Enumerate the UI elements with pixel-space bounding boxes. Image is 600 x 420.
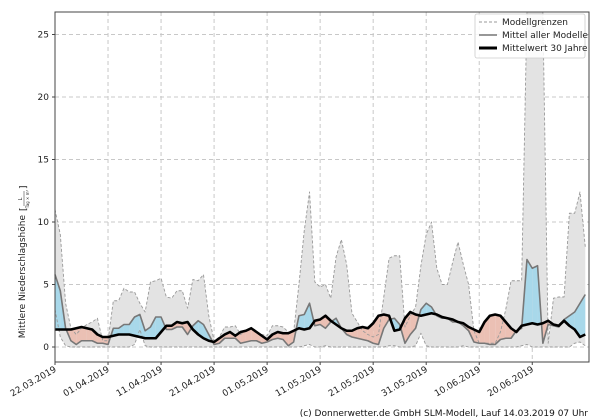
y-axis-bracket-open: [: [19, 207, 29, 211]
y-tick-label: 15: [38, 156, 49, 166]
x-tick-label: 11.05.2019: [274, 365, 324, 400]
lower-bound-line: [54, 309, 586, 348]
footer-credit: (c) Donnerwetter.de GmbH SLM-Modell, Lau…: [300, 409, 589, 419]
y-axis-unit-denominator: Tag × m²: [25, 190, 30, 210]
below-normal-fill: [76, 327, 82, 345]
legend-label-bounds: Modellgrenzen: [502, 18, 568, 28]
climate-mean-line: [55, 310, 586, 344]
below-normal-fill: [235, 332, 241, 344]
above-normal-fill: [526, 259, 533, 325]
below-normal-fill: [256, 332, 262, 344]
below-normal-fill: [479, 322, 485, 344]
below-normal-fill: [346, 330, 352, 337]
below-normal-fill: [362, 327, 368, 341]
y-tick-label: 20: [38, 93, 50, 103]
above-normal-fill: [394, 318, 400, 331]
below-normal-fill: [489, 314, 496, 345]
above-normal-fill: [298, 314, 305, 330]
y-axis-label-text: Mittlere Niederschlagshöhe: [18, 215, 28, 339]
legend: Modellgrenzen Mittel aller Modelle Mitte…: [474, 13, 588, 59]
above-normal-fill: [150, 317, 156, 339]
y-axis-unit-numerator: L: [18, 197, 24, 200]
y-tick-label: 10: [38, 218, 50, 228]
y-tick-label: 25: [38, 31, 49, 41]
below-normal-fill: [86, 328, 93, 341]
legend-label-models-mean: Mittel aller Modelle: [502, 31, 588, 41]
y-tick-label: 0: [43, 343, 49, 353]
x-tick-label: 01.05.2019: [221, 365, 271, 400]
x-tick-label: 21.05.2019: [327, 365, 377, 400]
x-tick-label: 21.04.2019: [168, 365, 218, 400]
y-axis-label: Mittlere Niederschlagshöhe [ L Tag × m² …: [18, 185, 30, 338]
below-normal-fill: [484, 315, 490, 345]
legend-box: [474, 13, 586, 59]
above-normal-fill: [118, 324, 124, 335]
above-normal-fill: [192, 320, 199, 335]
x-tick-label: 11.04.2019: [115, 365, 165, 400]
below-normal-fill: [325, 315, 331, 329]
below-normal-fill: [92, 329, 98, 344]
below-normal-fill: [81, 327, 87, 341]
above-normal-fill: [579, 294, 586, 337]
below-normal-fill: [505, 322, 512, 339]
above-normal-fill: [123, 324, 130, 335]
x-axis-ticks: 22.03.2019 01.04.2019 11.04.2019 21.04.2019…: [9, 362, 536, 399]
above-normal-fill: [574, 303, 580, 337]
above-normal-fill: [420, 303, 427, 316]
x-tick-label: 22.03.2019: [9, 365, 59, 400]
x-tick-label: 31.05.2019: [380, 365, 430, 400]
x-tick-label: 20.06.2019: [486, 365, 536, 400]
plot-frame: [54, 11, 590, 363]
below-normal-fill: [283, 333, 289, 346]
models-mean-line: [54, 258, 586, 347]
above-normal-fill: [129, 317, 135, 336]
y-tick-label: 5: [43, 281, 49, 291]
x-tick-label: 10.06.2019: [433, 365, 483, 400]
legend-label-climate: Mittelwert 30 Jahre: [502, 44, 588, 54]
series-lines: [54, 11, 586, 348]
x-tick-label: 01.04.2019: [62, 365, 112, 400]
y-axis-bracket-close: ]: [19, 185, 29, 189]
below-normal-fill: [495, 314, 501, 345]
below-normal-fill: [245, 328, 252, 342]
above-normal-fill: [145, 327, 151, 339]
below-normal-fill: [357, 327, 363, 340]
above-normal-fill: [532, 265, 538, 325]
above-normal-fill: [134, 314, 140, 337]
above-normal-fill: [304, 303, 310, 330]
y-axis-ticks: 0 5 10 15 20 25: [38, 31, 55, 353]
